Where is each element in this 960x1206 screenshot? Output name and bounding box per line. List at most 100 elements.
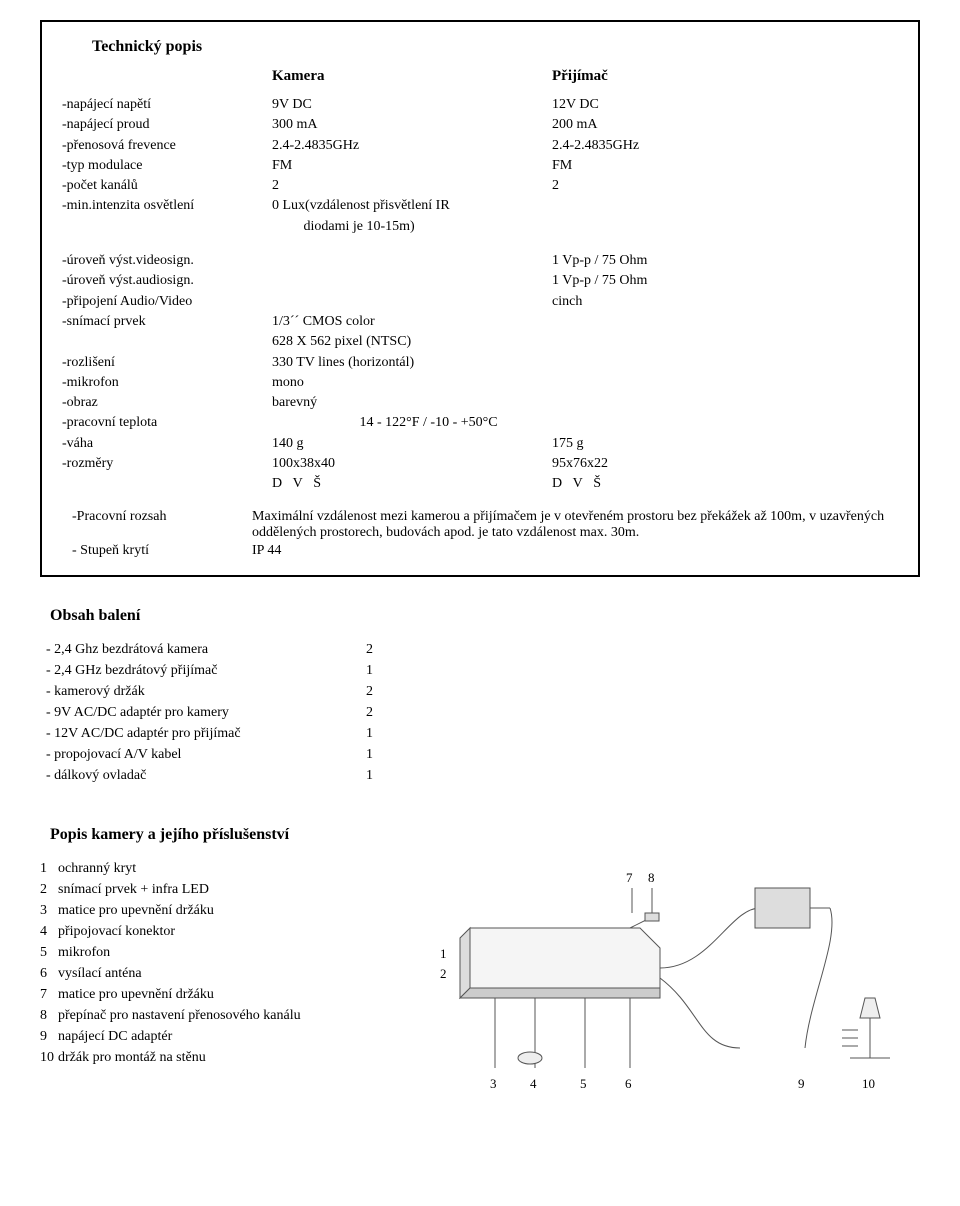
spec-label: -napájecí napětí [62, 95, 272, 115]
parts-row: 3matice pro upevnění držáku [40, 900, 400, 921]
parts-label: vysílací anténa [58, 963, 142, 984]
note-value: Maximální vzdálenost mezi kamerou a přij… [252, 509, 892, 541]
parts-label: držák pro montáž na stěnu [58, 1047, 206, 1068]
contents-label: - 2,4 Ghz bezdrátová kamera [46, 639, 366, 660]
contents-list: - 2,4 Ghz bezdrátová kamera2 - 2,4 GHz b… [40, 639, 920, 786]
contents-row: - 9V AC/DC adaptér pro kamery2 [46, 702, 920, 723]
parts-num: 1 [40, 858, 58, 879]
spec-camera: 0 Lux(vzdálenost přisvětlení IR [272, 196, 552, 216]
spec-camera: barevný [272, 393, 552, 413]
contents-row: - 12V AC/DC adaptér pro přijímač1 [46, 723, 920, 744]
spec-row: diodami je 10-15m) [62, 217, 898, 237]
col-header-camera: Kamera [272, 68, 552, 85]
contents-label: - kamerový držák [46, 681, 366, 702]
parts-title: Popis kamery a jejího příslušenství [50, 826, 920, 844]
spec-camera: 628 X 562 pixel (NTSC) [272, 332, 552, 352]
spec-camera: 14 - 122°F / -10 - +50°C [272, 413, 772, 433]
contents-label: - dálkový ovladač [46, 765, 366, 786]
spec-camera: 1/3´´ CMOS color [272, 312, 552, 332]
spec-label: -úroveň výst.videosign. [62, 251, 272, 271]
spec-label: -váha [62, 434, 272, 454]
parts-label: mikrofon [58, 942, 110, 963]
spec-camera: 9V DC [272, 95, 552, 115]
parts-num: 10 [40, 1047, 58, 1068]
contents-row: - dálkový ovladač1 [46, 765, 920, 786]
callout-4: 4 [530, 1076, 537, 1092]
parts-label: napájecí DC adaptér [58, 1026, 172, 1047]
note-row: -Pracovní rozsah Maximální vzdálenost me… [62, 509, 898, 541]
spec-receiver: 2 [552, 176, 772, 196]
spec-label: -napájecí proud [62, 115, 272, 135]
spec-label: -rozlišení [62, 353, 272, 373]
contents-label: - 12V AC/DC adaptér pro přijímač [46, 723, 366, 744]
parts-num: 3 [40, 900, 58, 921]
parts-section: 1ochranný kryt 2snímací prvek + infra LE… [40, 858, 920, 1118]
spec-label: -snímací prvek [62, 312, 272, 332]
spec-label: -typ modulace [62, 156, 272, 176]
parts-row: 9napájecí DC adaptér [40, 1026, 400, 1047]
parts-num: 5 [40, 942, 58, 963]
callout-6: 6 [625, 1076, 632, 1092]
note-value: IP 44 [252, 543, 892, 559]
contents-qty: 1 [366, 660, 406, 681]
spec-receiver [552, 217, 772, 237]
spec-row: -úroveň výst.videosign. 1 Vp-p / 75 Ohm [62, 251, 898, 271]
spec-camera: D V Š [272, 474, 552, 494]
contents-qty: 1 [366, 765, 406, 786]
spec-camera: diodami je 10-15m) [272, 217, 552, 237]
spec-row: D V ŠD V Š [62, 474, 898, 494]
callout-3: 3 [490, 1076, 497, 1092]
callout-7: 7 [626, 870, 633, 886]
parts-row: 8přepínač pro nastavení přenosového kaná… [40, 1005, 400, 1026]
callout-10: 10 [862, 1076, 875, 1092]
contents-row: - 2,4 Ghz bezdrátová kamera2 [46, 639, 920, 660]
tech-spec-title: Technický popis [92, 38, 898, 56]
spec-row: -připojení Audio/Videocinch [62, 292, 898, 312]
spec-row: -min.intenzita osvětlení0 Lux(vzdálenost… [62, 196, 898, 216]
callout-2: 2 [440, 966, 447, 982]
spec-camera [272, 271, 552, 291]
parts-label: přepínač pro nastavení přenosového kanál… [58, 1005, 301, 1026]
note-row: - Stupeň krytí IP 44 [62, 543, 898, 559]
parts-row: 10držák pro montáž na stěnu [40, 1047, 400, 1068]
spec-camera: 300 mA [272, 115, 552, 135]
contents-row: - kamerový držák2 [46, 681, 920, 702]
spec-camera [272, 251, 552, 271]
parts-num: 4 [40, 921, 58, 942]
camera-diagram: 1 2 7 8 3 4 5 6 9 10 [400, 858, 920, 1118]
spec-receiver: 2.4-2.4835GHz [552, 136, 772, 156]
contents-label: - 9V AC/DC adaptér pro kamery [46, 702, 366, 723]
spec-label: -přenosová frevence [62, 136, 272, 156]
spec-camera [272, 292, 552, 312]
contents-qty: 2 [366, 702, 406, 723]
spec-camera: 2 [272, 176, 552, 196]
parts-label: snímací prvek + infra LED [58, 879, 209, 900]
spec-receiver: 1 Vp-p / 75 Ohm [552, 271, 772, 291]
parts-num: 8 [40, 1005, 58, 1026]
parts-label: připojovací konektor [58, 921, 175, 942]
spec-label [62, 217, 272, 237]
spec-receiver: 12V DC [552, 95, 772, 115]
parts-num: 2 [40, 879, 58, 900]
spec-receiver: 200 mA [552, 115, 772, 135]
spec-row: -počet kanálů22 [62, 176, 898, 196]
spec-label: -pracovní teplota [62, 413, 272, 433]
callout-1: 1 [440, 946, 447, 962]
spec-receiver: 1 Vp-p / 75 Ohm [552, 251, 772, 271]
spec-receiver: 95x76x22 [552, 454, 772, 474]
spec-camera: 140 g [272, 434, 552, 454]
spec-label: -počet kanálů [62, 176, 272, 196]
spec-receiver: D V Š [552, 474, 772, 494]
column-headers: Kamera Přijímač [62, 68, 898, 85]
spec-group-2: -úroveň výst.videosign. 1 Vp-p / 75 Ohm -… [62, 251, 898, 495]
parts-row: 2snímací prvek + infra LED [40, 879, 400, 900]
spec-label: -rozměry [62, 454, 272, 474]
spec-row: -přenosová frevence2.4-2.4835GHz2.4-2.48… [62, 136, 898, 156]
spec-row: -rozlišení330 TV lines (horizontál) [62, 353, 898, 373]
contents-qty: 1 [366, 723, 406, 744]
parts-num: 6 [40, 963, 58, 984]
parts-label: ochranný kryt [58, 858, 136, 879]
contents-title: Obsah balení [50, 607, 920, 625]
spec-row: -obrazbarevný [62, 393, 898, 413]
contents-qty: 1 [366, 744, 406, 765]
